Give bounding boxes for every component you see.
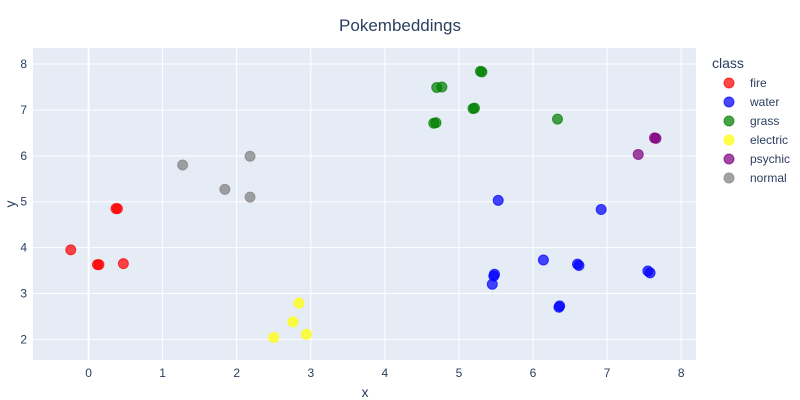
plot-area (33, 48, 696, 360)
x-tick-label: 3 (307, 366, 314, 380)
point-psychic (632, 148, 644, 160)
x-tick-label: 7 (604, 366, 611, 380)
legend-marker-normal (723, 172, 735, 184)
x-tick-label: 0 (85, 366, 92, 380)
y-tick-label: 8 (20, 57, 27, 71)
point-water (554, 300, 566, 312)
y-tick-label: 3 (20, 286, 27, 300)
point-electric (268, 332, 280, 344)
legend-label-normal: normal (750, 171, 787, 185)
legend-label-psychic: psychic (750, 152, 790, 166)
y-tick-label: 6 (20, 149, 27, 163)
point-water (644, 267, 656, 279)
x-tick-label: 8 (678, 366, 685, 380)
point-normal (244, 150, 256, 162)
point-normal (219, 183, 231, 195)
legend-label-fire: fire (750, 76, 767, 90)
point-grass (469, 102, 481, 114)
y-tick-label: 5 (20, 195, 27, 209)
y-axis-label: y (2, 201, 18, 208)
point-psychic (650, 132, 662, 144)
legend-marker-water (723, 96, 735, 108)
point-water (489, 268, 501, 280)
point-fire (117, 258, 129, 270)
point-water (595, 204, 607, 216)
x-tick-label: 6 (530, 366, 537, 380)
y-tick-label: 4 (20, 241, 27, 255)
legend-label-electric: electric (750, 133, 788, 147)
tick-labels: 0 1 2 3 4 5 6 7 8 2 3 4 5 6 7 8 (20, 57, 685, 380)
legend-marker-grass (723, 115, 735, 127)
x-tick-label: 5 (456, 366, 463, 380)
point-grass (430, 117, 442, 129)
legend-marker-fire (723, 77, 735, 89)
point-normal (177, 159, 189, 171)
point-water (573, 259, 585, 271)
point-fire (65, 244, 77, 256)
legend-title: class (712, 55, 744, 71)
x-axis-label: x (362, 384, 369, 400)
x-tick-label: 1 (159, 366, 166, 380)
x-tick-label: 2 (233, 366, 240, 380)
legend-marker-electric (723, 134, 735, 146)
point-water (492, 194, 504, 206)
chart-title: Pokembeddings (339, 16, 461, 35)
data-points (65, 65, 662, 344)
point-water (537, 254, 549, 266)
y-tick-label: 2 (20, 332, 27, 346)
point-normal (244, 191, 256, 203)
y-tick-label: 7 (20, 103, 27, 117)
point-fire (111, 203, 123, 215)
point-electric (293, 297, 305, 309)
x-tick-label: 4 (382, 366, 389, 380)
grid (33, 48, 696, 360)
point-grass (551, 113, 563, 125)
point-grass (476, 66, 488, 78)
point-electric (300, 328, 312, 340)
point-electric (287, 316, 299, 328)
legend: fire water grass electric psychic normal (723, 76, 790, 185)
legend-label-water: water (749, 95, 779, 109)
point-fire (93, 259, 105, 271)
legend-marker-psychic (723, 153, 735, 165)
legend-label-grass: grass (750, 114, 779, 128)
point-grass (436, 81, 448, 93)
